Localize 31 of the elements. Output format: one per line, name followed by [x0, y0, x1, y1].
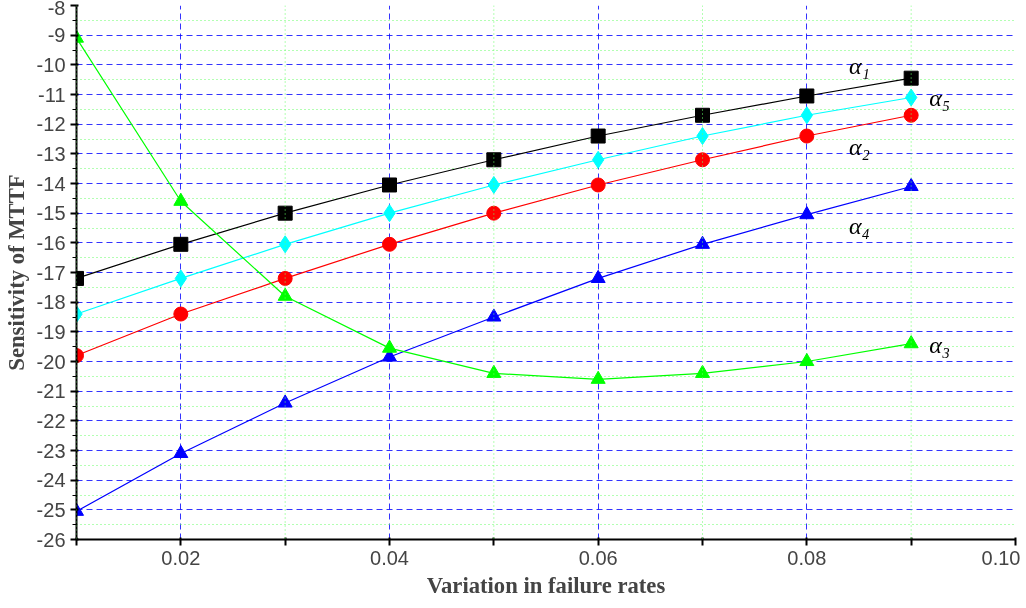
y-tick-label: -10: [36, 53, 66, 76]
y-tick-label: -24: [36, 469, 66, 492]
series-label: α₄: [849, 212, 870, 239]
y-tick-label: -23: [36, 439, 66, 462]
x-tick-label: 0.08: [787, 546, 827, 569]
x-axis-title: Variation in failure rates: [426, 572, 666, 598]
y-tick-label: -11: [38, 83, 66, 106]
y-tick-label: -25: [36, 498, 66, 521]
y-tick-label: -9: [47, 24, 66, 47]
series-label: α₂: [849, 133, 870, 160]
y-tick-label: -18: [36, 291, 66, 314]
y-tick-label: -14: [36, 172, 66, 195]
series-label: α₃: [929, 331, 951, 358]
y-tick-label: -22: [36, 409, 66, 432]
y-tick-label: -20: [36, 350, 66, 373]
y-tick-label: -19: [36, 320, 66, 343]
y-tick-label: -13: [36, 142, 66, 165]
y-tick-label: -17: [36, 261, 66, 284]
y-tick-label: -12: [36, 113, 66, 136]
x-tick-label: 0.02: [161, 546, 201, 569]
series-label: α₅: [929, 85, 951, 112]
y-tick-label: -21: [36, 380, 66, 403]
series-label: α₁: [849, 53, 870, 80]
y-axis-title: Sensitivity of MTTF: [3, 174, 29, 371]
x-tick-label: 0.04: [370, 546, 409, 569]
x-tick-label: 0.10: [981, 546, 1021, 569]
y-tick-label: -8: [47, 0, 66, 19]
y-tick-label: -15: [36, 202, 66, 225]
y-tick-label: -16: [36, 231, 66, 254]
y-tick-label: -26: [36, 528, 66, 551]
x-tick-label: 0.06: [578, 546, 618, 569]
